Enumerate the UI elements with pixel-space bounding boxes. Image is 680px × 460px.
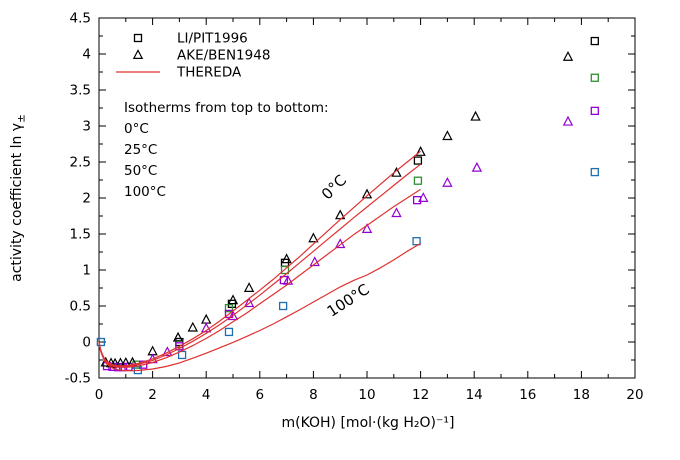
x-tick-label: 2 <box>148 387 157 403</box>
series-li-pit1996-50c <box>102 106 599 372</box>
x-tick-label: 10 <box>358 387 375 403</box>
legend-item-ake-ben1948: AKE/BEN1948 <box>132 48 270 64</box>
data-point-triangle <box>281 253 292 264</box>
y-tick-label: 3 <box>82 119 91 135</box>
data-point-square <box>413 176 423 185</box>
data-point-square <box>280 265 290 275</box>
y-tick-label: 4.5 <box>70 11 91 27</box>
data-point-triangle <box>442 130 453 141</box>
y-tick-label: 0.5 <box>70 299 91 315</box>
data-point-triangle <box>227 294 239 305</box>
data-point-square <box>412 196 422 205</box>
data-point-triangle <box>243 282 255 292</box>
annotation-text: 0°C <box>124 121 149 137</box>
data-point-triangle <box>308 232 319 243</box>
x-tick-label: 18 <box>573 387 590 403</box>
y-tick-label: 4 <box>82 47 91 63</box>
data-point-triangle <box>309 256 320 267</box>
data-point-triangle <box>415 146 426 156</box>
y-tick-label: 2 <box>82 191 91 207</box>
x-axis-label: m(KOH) [mol·(kg H₂O)⁻¹] <box>282 415 455 431</box>
data-point-triangle <box>227 310 239 321</box>
y-tick-label: 1 <box>82 263 91 279</box>
series-thereda-0c <box>98 150 421 367</box>
x-tick-label: 0 <box>95 387 104 403</box>
x-tick-label: 4 <box>202 387 211 403</box>
legend-label: THEREDA <box>176 65 242 81</box>
data-point-square <box>413 156 423 165</box>
y-tick-label: 0 <box>82 335 91 351</box>
x-tick-label: 20 <box>626 387 643 403</box>
y-axis-label: activity coefficient ln γ± <box>9 114 28 282</box>
data-point-triangle <box>201 322 212 333</box>
x-tick-label: 12 <box>412 387 429 403</box>
isotherm-annotations: Isotherms from top to bottom: 0°C 25°C 50°C… <box>124 100 329 200</box>
annotation-text: Isotherms from top to bottom: <box>124 100 329 116</box>
data-point-triangle <box>562 115 574 126</box>
y-tick-label: 3.5 <box>70 83 91 99</box>
data-point-square <box>96 337 106 347</box>
data-point-triangle <box>391 207 402 218</box>
x-tick-label: 16 <box>519 387 536 403</box>
curve-label-100c: 100°C <box>324 280 373 320</box>
data-point-triangle <box>442 176 453 187</box>
x-tick-label: 14 <box>466 387 483 403</box>
y-axis: -0.5 0 0.5 1 1.5 2 2.5 3 3.5 4 4.5 <box>65 11 635 387</box>
data-point-square <box>133 33 143 43</box>
data-point-triangle <box>562 50 574 61</box>
annotation-text: 50°C <box>124 163 157 179</box>
data-point-triangle <box>361 223 373 233</box>
data-point-square <box>590 73 599 82</box>
data-point-square <box>224 309 234 319</box>
annotation-text: 100°C <box>124 184 166 200</box>
data-point-square <box>278 301 288 311</box>
data-point-triangle <box>471 161 483 172</box>
data-point-triangle <box>391 166 402 177</box>
x-axis: 0 2 4 6 8 10 12 14 16 18 20 <box>95 18 644 403</box>
data-point-square <box>590 106 599 116</box>
legend-label: AKE/BEN1948 <box>177 48 270 64</box>
series-li-pit1996-25c <box>132 73 599 369</box>
legend-label: LI/PIT1996 <box>177 31 248 47</box>
x-tick-label: 6 <box>256 387 265 403</box>
data-point-square <box>412 237 421 246</box>
y-tick-label: 1.5 <box>70 227 91 243</box>
data-point-triangle <box>470 110 481 121</box>
series-thereda-25c <box>98 163 421 368</box>
x-tick-label: 8 <box>309 387 318 403</box>
series-thereda-50c <box>98 188 421 368</box>
data-point-triangle <box>335 209 346 220</box>
data-point-triangle <box>132 49 144 59</box>
series-thereda-100c <box>98 242 421 372</box>
data-point-triangle <box>418 192 429 202</box>
data-point-square <box>590 167 599 177</box>
data-point-triangle <box>201 313 212 324</box>
curve-label-0c: 0°C <box>318 171 350 203</box>
series-li-pit1996-100c <box>96 167 599 375</box>
data-point-square <box>224 327 234 337</box>
data-point-square <box>590 36 599 46</box>
legend-item-thereda: THEREDA <box>116 65 242 81</box>
data-point-square <box>224 304 234 313</box>
legend-item-li-pit1996: LI/PIT1996 <box>133 31 248 47</box>
data-point-triangle <box>187 321 198 332</box>
data-point-triangle <box>243 297 255 308</box>
annotation-text: 25°C <box>124 142 157 158</box>
y-tick-label: 2.5 <box>70 155 91 171</box>
data-point-triangle <box>172 331 184 342</box>
y-tick-label: -0.5 <box>65 371 91 387</box>
